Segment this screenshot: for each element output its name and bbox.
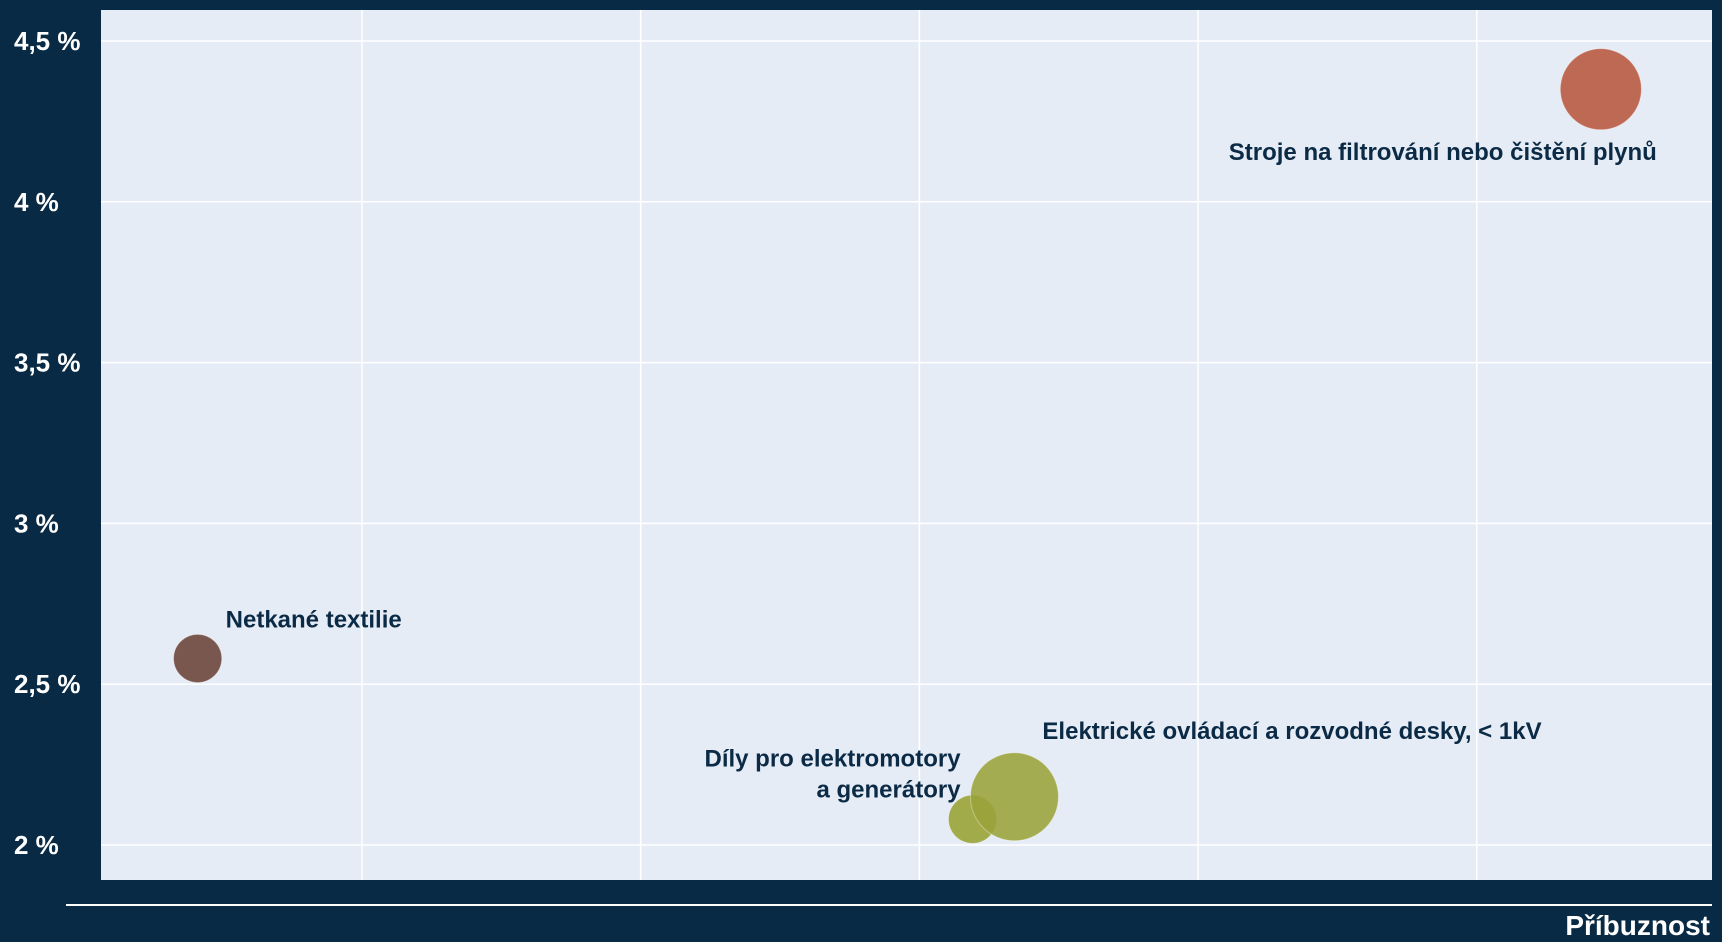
y-tick-label: 3,5 %: [14, 348, 81, 378]
plot-area: [101, 10, 1712, 880]
grid: [101, 10, 1712, 880]
bubble-label: a generátory: [816, 776, 961, 803]
bubble: [969, 752, 1059, 842]
point-labels: Netkané textilie Díly pro elektromotory a …: [226, 139, 1657, 803]
x-axis-title: Příbuznost: [1565, 910, 1710, 941]
bubble-label: Díly pro elektromotory: [704, 745, 961, 772]
y-tick-label: 4 %: [14, 187, 59, 217]
y-tick-label: 2 %: [14, 830, 59, 860]
y-tick-label: 4,5 %: [14, 26, 81, 56]
y-tick-label: 3 %: [14, 508, 59, 538]
bubbles: [173, 48, 1642, 844]
bubble-label: Stroje na filtrování nebo čištění plynů: [1229, 139, 1657, 166]
bubble-label: Netkané textilie: [226, 606, 402, 633]
y-tick-label: 2,5 %: [14, 669, 81, 699]
bubble: [1559, 48, 1642, 131]
bubble: [173, 633, 223, 684]
y-axis-ticks: 2 % 2,5 % 3 % 3,5 % 4 % 4,5 %: [14, 26, 81, 860]
bubble-label: Elektrické ovládací a rozvodné desky, < …: [1042, 718, 1541, 745]
